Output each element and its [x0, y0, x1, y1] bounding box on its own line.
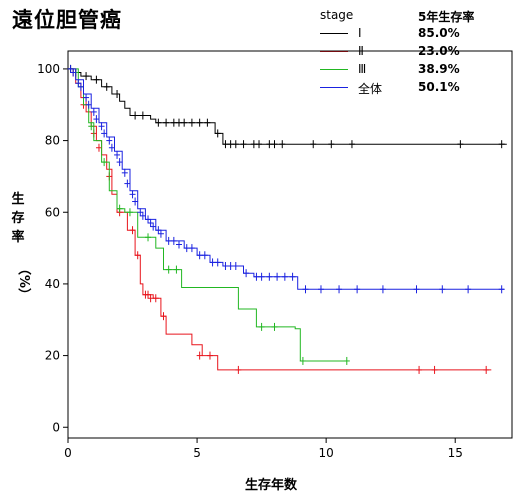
x-tick-label: 5 — [193, 446, 201, 460]
y-tick-label: 20 — [45, 349, 60, 363]
legend-label: Ⅰ — [358, 26, 362, 40]
chart-title: 遠位胆管癌 — [12, 8, 122, 32]
y-tick-label: 0 — [52, 420, 60, 434]
survival-curve — [68, 68, 347, 362]
y-axis-label-char: 存 — [11, 211, 25, 226]
axes: 0 20 40 60 80 100 0 5 10 15 — [37, 50, 513, 460]
legend-swatch — [320, 69, 348, 70]
y-tick-label: 100 — [37, 62, 60, 76]
legend-rate: 85.0% — [418, 26, 460, 40]
survival-curve — [68, 68, 507, 145]
y-tick-label: 60 — [45, 205, 60, 219]
legend-entry-stage-3: Ⅲ 38.9% — [320, 62, 510, 78]
legend-label: Ⅲ — [358, 62, 367, 76]
y-axis-label-char: 生 — [11, 192, 25, 207]
x-tick-label: 15 — [448, 446, 463, 460]
series-3 — [68, 68, 350, 365]
legend-rate: 38.9% — [418, 62, 460, 76]
legend-swatch — [320, 87, 348, 88]
legend-header-stage: stage — [320, 8, 354, 22]
legend-swatch — [320, 33, 348, 34]
legend-entry-stage-1: Ⅰ 85.0% — [320, 26, 510, 42]
y-tick-label: 40 — [45, 277, 60, 291]
series-1 — [67, 64, 507, 149]
legend-header-rate: 5年生存率 — [418, 10, 475, 24]
plot-frame — [67, 50, 513, 439]
series-layer — [67, 64, 507, 374]
x-axis-label: 生存年数 — [245, 478, 298, 493]
survival-curve — [68, 68, 505, 290]
x-tick-label: 10 — [318, 446, 333, 460]
legend-rate: 50.1% — [418, 80, 460, 94]
legend-label: 全体 — [358, 82, 383, 96]
x-tick-label: 0 — [64, 446, 72, 460]
legend-entry-overall: 全体 50.1% — [320, 80, 510, 96]
series-2 — [68, 68, 492, 374]
y-axis-label: 生存率 — [8, 190, 28, 247]
series-4 — [67, 64, 505, 294]
y-tick-label: 80 — [45, 134, 60, 148]
survival-curve — [68, 68, 492, 371]
y-axis-label-char: 率 — [11, 230, 25, 245]
y-axis-label-text: 生存率 — [8, 190, 28, 247]
